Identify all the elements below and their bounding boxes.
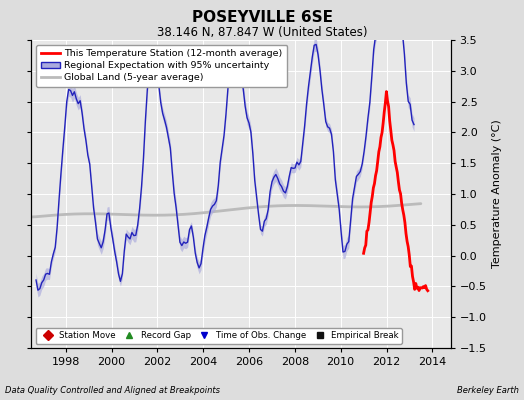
Text: Berkeley Earth: Berkeley Earth <box>457 386 519 395</box>
Y-axis label: Temperature Anomaly (°C): Temperature Anomaly (°C) <box>492 120 502 268</box>
Legend: Station Move, Record Gap, Time of Obs. Change, Empirical Break: Station Move, Record Gap, Time of Obs. C… <box>36 328 402 344</box>
Text: Data Quality Controlled and Aligned at Breakpoints: Data Quality Controlled and Aligned at B… <box>5 386 220 395</box>
Text: POSEYVILLE 6SE: POSEYVILLE 6SE <box>191 10 333 25</box>
Text: 38.146 N, 87.847 W (United States): 38.146 N, 87.847 W (United States) <box>157 26 367 39</box>
